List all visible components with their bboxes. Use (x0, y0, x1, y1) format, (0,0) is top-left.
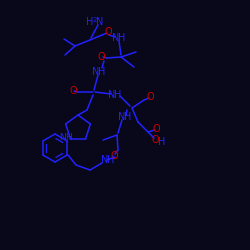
Text: N: N (112, 33, 120, 43)
Text: O: O (152, 124, 160, 134)
Text: O: O (97, 52, 105, 62)
Text: N: N (96, 17, 104, 27)
Text: O: O (110, 151, 118, 161)
Text: N: N (108, 90, 116, 100)
Text: H: H (114, 90, 122, 100)
Text: N: N (92, 67, 100, 77)
Text: N: N (60, 134, 66, 142)
Text: H: H (107, 155, 115, 165)
Text: 2: 2 (93, 17, 97, 23)
Text: O: O (69, 86, 77, 96)
Text: H: H (66, 134, 72, 142)
Text: H: H (118, 33, 126, 43)
Text: O: O (104, 27, 112, 37)
Text: O: O (151, 135, 159, 145)
Text: N: N (101, 155, 109, 165)
Text: H: H (86, 17, 94, 27)
Text: H: H (98, 67, 106, 77)
Text: H: H (124, 112, 132, 122)
Text: O: O (146, 92, 154, 102)
Text: H: H (158, 137, 166, 147)
Text: N: N (118, 112, 126, 122)
